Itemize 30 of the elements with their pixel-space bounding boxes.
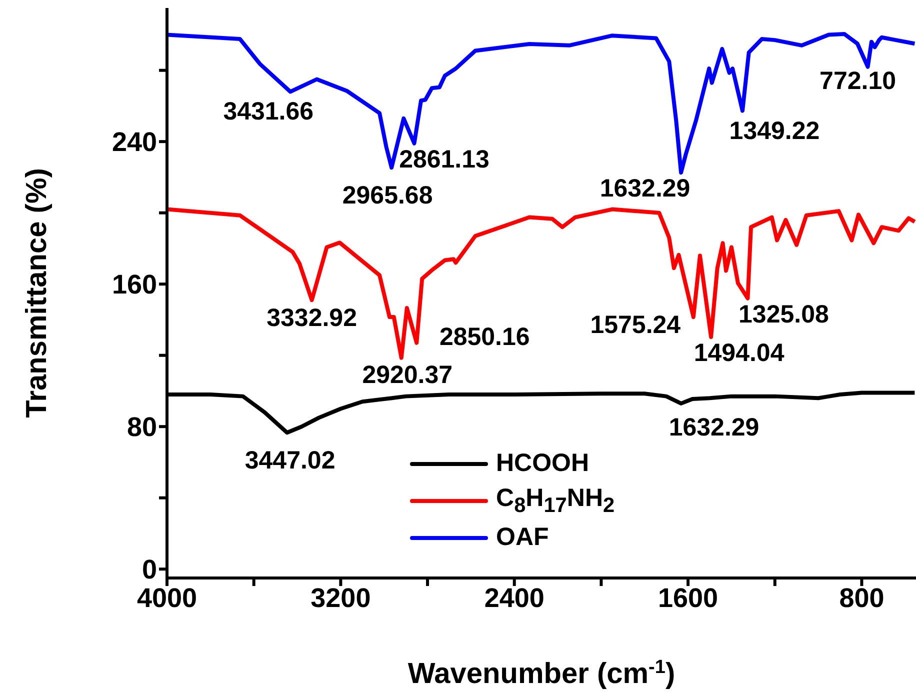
- annotation: 1349.22: [729, 116, 820, 145]
- x-tick-label: 1600: [658, 583, 718, 614]
- y-tick-label: 80: [126, 412, 157, 442]
- annotation: 1494.04: [694, 338, 784, 367]
- annotation: 1325.08: [738, 300, 830, 328]
- legend-label: C$_{8}$H$_{17}$NH$_{2}$: [496, 484, 615, 518]
- x-tick-label: 3200: [310, 583, 371, 614]
- y-axis-title: Transmittance (%): [20, 168, 53, 418]
- legend-label: HCOOH: [496, 449, 590, 478]
- line-series: [167, 32, 916, 175]
- annotation: 3332.92: [266, 304, 358, 332]
- annotation: 1575.24: [590, 311, 681, 340]
- y-tick-label: 160: [112, 270, 157, 300]
- annotation: 2861.13: [399, 145, 490, 174]
- annotation: 2920.37: [362, 360, 453, 389]
- y-tick-label: 0: [142, 554, 157, 585]
- annotation: 2850.16: [439, 322, 530, 351]
- x-axis-title: Wavenumber (cm$^{-1}$): [408, 656, 676, 690]
- annotation: 2965.68: [342, 182, 433, 210]
- annotation: 3431.66: [223, 98, 314, 126]
- line-series: [167, 207, 916, 360]
- x-tick-label: 4000: [136, 583, 198, 614]
- y-tick-label: 240: [112, 127, 157, 158]
- annotation: 772.10: [820, 66, 896, 95]
- x-tick-label: 800: [839, 583, 884, 614]
- annotation: 1632.29: [668, 413, 760, 442]
- annotation: 3447.02: [244, 446, 336, 475]
- x-tick-label: 2400: [484, 583, 544, 614]
- legend-label: OAF: [496, 523, 549, 552]
- annotation: 1632.29: [600, 174, 690, 203]
